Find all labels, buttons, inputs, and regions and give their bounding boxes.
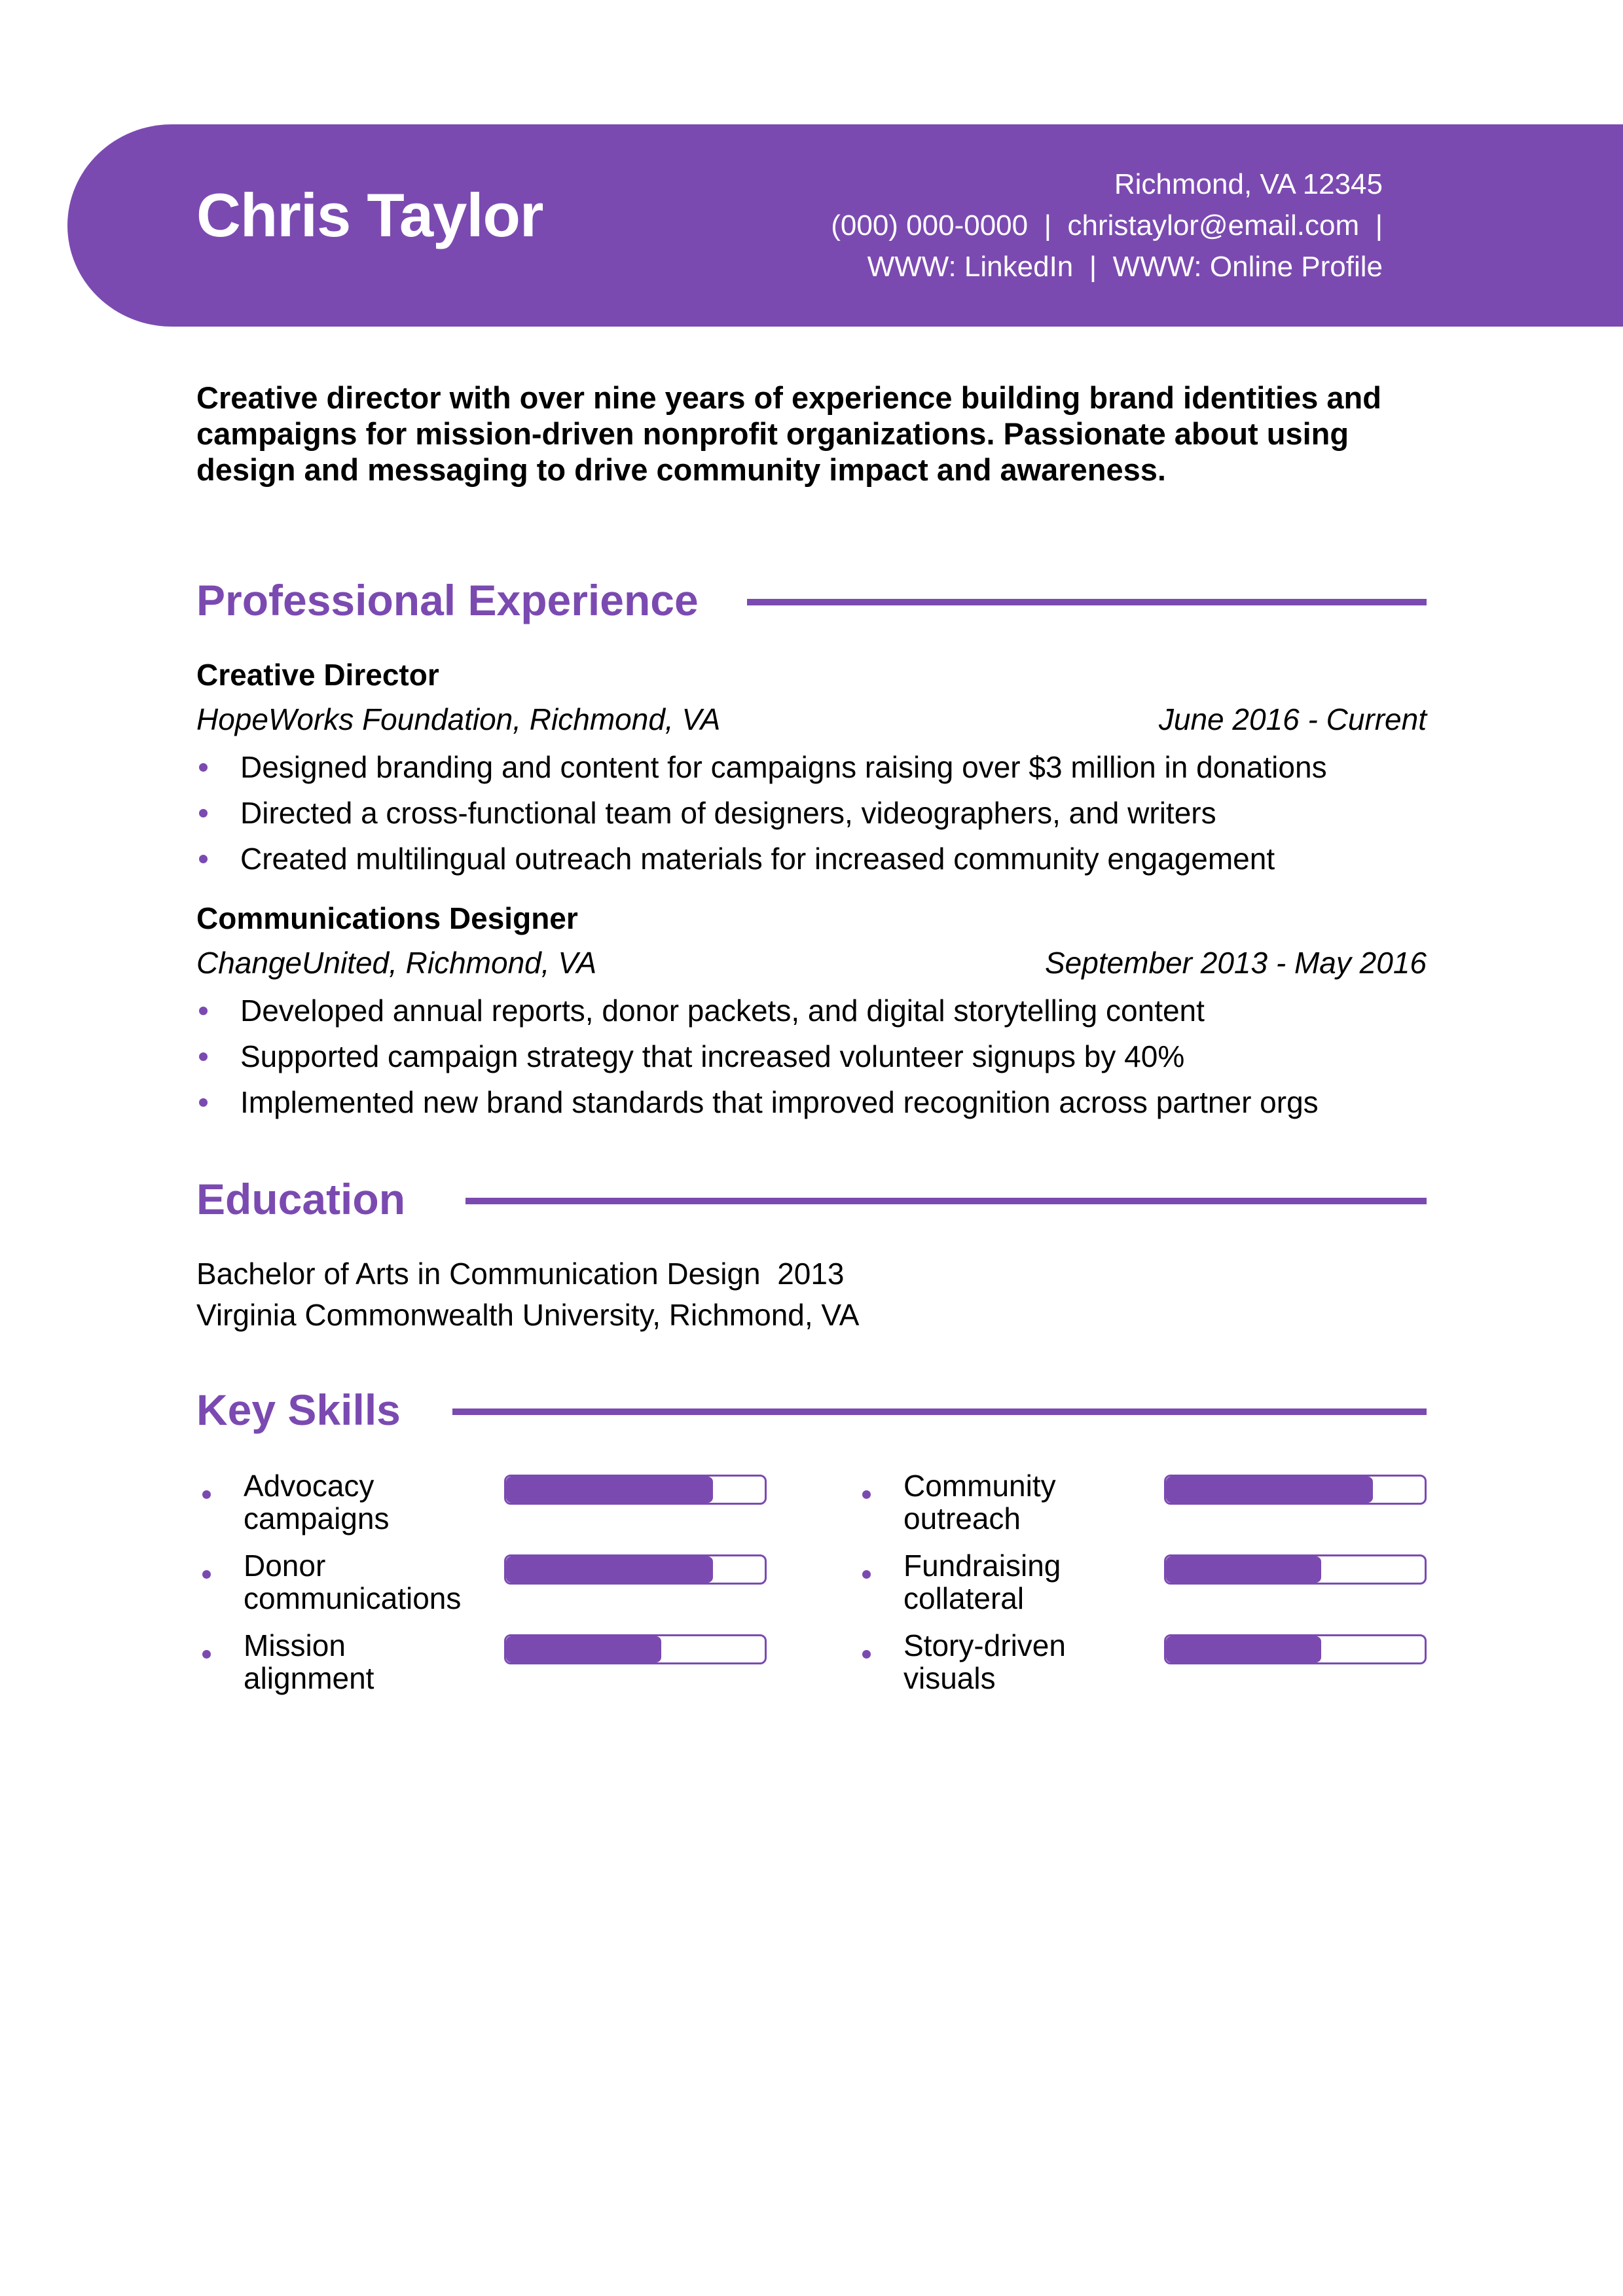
candidate-name: Chris Taylor — [196, 181, 544, 249]
bullet-icon — [199, 1007, 208, 1015]
section-title: Key Skills — [196, 1386, 401, 1434]
bullet-icon — [202, 1650, 211, 1659]
skill-level-fill — [506, 1556, 713, 1583]
skill-item: Community outreach — [860, 1469, 1436, 1551]
separator: | — [1044, 209, 1051, 242]
list-item: Designed branding and content for campai… — [196, 744, 1427, 790]
skill-label: Fundraising collateral — [903, 1549, 1061, 1615]
skill-item: Donor communications — [200, 1549, 776, 1630]
job-title: Communications Designer — [196, 901, 578, 935]
skill-level-bar — [1164, 1634, 1427, 1664]
company: ChangeUnited, Richmond, VA — [196, 946, 597, 980]
job-title: Creative Director — [196, 658, 439, 692]
skill-item: Fundraising collateral — [860, 1549, 1436, 1630]
online-profile-link[interactable]: WWW: Online Profile — [1112, 251, 1383, 283]
list-item: Directed a cross-functional team of desi… — [196, 790, 1427, 836]
skill-level-bar — [1164, 1475, 1427, 1505]
bullet-icon — [862, 1570, 871, 1579]
dates: June 2016 - Current — [1158, 702, 1427, 736]
section-divider — [747, 599, 1427, 605]
email-link[interactable]: christaylor@email.com — [1067, 209, 1360, 242]
skill-level-bar — [1164, 1554, 1427, 1585]
skill-item: Story-driven visuals — [860, 1628, 1436, 1710]
skill-label: Mission alignment — [244, 1628, 374, 1695]
bullet-icon — [199, 855, 208, 863]
address: Richmond, VA 12345 — [1114, 168, 1383, 200]
skill-level-fill — [506, 1636, 661, 1662]
bullet-icon — [199, 809, 208, 817]
contact-info: Richmond, VA 12345 (000) 000-0000 | chri… — [831, 164, 1383, 287]
skill-label: Story-driven visuals — [903, 1628, 1066, 1695]
skill-level-fill — [1166, 1477, 1373, 1503]
list-item: Developed annual reports, donor packets,… — [196, 988, 1427, 1033]
bullet-icon — [199, 763, 208, 772]
skill-level-bar — [504, 1634, 767, 1664]
summary: Creative director with over nine years o… — [196, 380, 1381, 487]
school: Virginia Commonwealth University, Richmo… — [196, 1298, 860, 1332]
header-band — [67, 124, 1623, 327]
skill-level-fill — [1166, 1556, 1321, 1583]
skills-section-header: Key Skills — [196, 1384, 1427, 1436]
list-item: Implemented new brand standards that imp… — [196, 1079, 1427, 1125]
bullet-icon — [862, 1490, 871, 1499]
bullet-icon — [202, 1490, 211, 1499]
skill-level-fill — [1166, 1636, 1321, 1662]
education-section-header: Education — [196, 1173, 1427, 1225]
job-entry: Creative Director HopeWorks Foundation, … — [196, 653, 1427, 882]
section-title: Education — [196, 1175, 406, 1223]
bullet-icon — [202, 1570, 211, 1579]
grad-year: 2013 — [777, 1257, 845, 1291]
separator: | — [1375, 209, 1383, 242]
section-title: Professional Experience — [196, 576, 699, 624]
separator: | — [1089, 251, 1097, 283]
skill-level-bar — [504, 1475, 767, 1505]
education-entry: Bachelor of Arts in Communication Design… — [196, 1253, 859, 1336]
skill-level-fill — [506, 1477, 713, 1503]
skill-label: Community outreach — [903, 1469, 1056, 1535]
skill-item: Mission alignment — [200, 1628, 776, 1710]
skill-item: Advocacy campaigns — [200, 1469, 776, 1551]
bullet-icon — [862, 1650, 871, 1659]
bullet-icon — [199, 1098, 208, 1107]
experience-section-header: Professional Experience — [196, 574, 1427, 626]
list-item: Created multilingual outreach materials … — [196, 836, 1427, 882]
linkedin-link[interactable]: WWW: LinkedIn — [867, 251, 1074, 283]
list-item: Supported campaign strategy that increas… — [196, 1033, 1427, 1079]
company: HopeWorks Foundation, Richmond, VA — [196, 702, 721, 736]
phone: (000) 000-0000 — [831, 209, 1029, 242]
degree: Bachelor of Arts in Communication Design — [196, 1257, 761, 1291]
skill-label: Donor communications — [244, 1549, 462, 1615]
section-divider — [465, 1198, 1427, 1204]
skill-label: Advocacy campaigns — [244, 1469, 390, 1535]
job-entry: Communications Designer ChangeUnited, Ri… — [196, 896, 1427, 1125]
dates: September 2013 - May 2016 — [1044, 946, 1427, 980]
bullet-icon — [199, 1052, 208, 1061]
section-divider — [452, 1408, 1427, 1415]
skill-level-bar — [504, 1554, 767, 1585]
